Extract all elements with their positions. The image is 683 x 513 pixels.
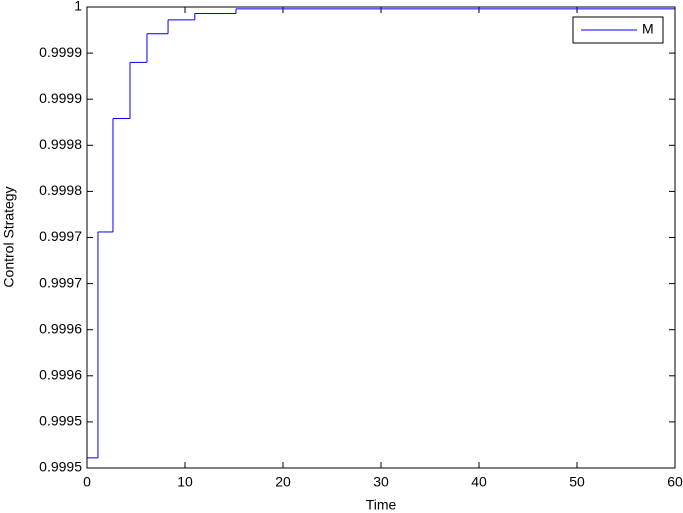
x-tick-label: 10 [177,474,193,490]
legend-label: M [642,21,654,37]
y-tick-label: 1 [74,0,82,14]
y-tick-label: 0.9999 [39,90,82,106]
y-tick-label: 0.9996 [39,320,82,336]
x-tick-label: 50 [569,474,585,490]
y-tick-label: 0.9998 [39,136,82,152]
axes-box [86,6,676,469]
y-tick-label: 0.9999 [39,44,82,60]
x-tick-label: 30 [373,474,389,490]
x-tick-label: 40 [471,474,487,490]
y-tick-label: 0.9995 [39,459,82,475]
y-tick-label: 0.9998 [39,182,82,198]
y-tick-label: 0.9995 [39,413,82,429]
x-axis-label: Time [366,497,397,513]
y-tick-label: 0.9997 [39,228,82,244]
x-tick-label: 60 [667,474,683,490]
y-tick-label: 0.9997 [39,274,82,290]
plot-area [87,7,675,468]
y-axis-label: Control Strategy [1,186,17,287]
x-tick-label: 20 [275,474,291,490]
x-tick-label: 0 [83,474,91,490]
y-tick-label: 0.9996 [39,367,82,383]
